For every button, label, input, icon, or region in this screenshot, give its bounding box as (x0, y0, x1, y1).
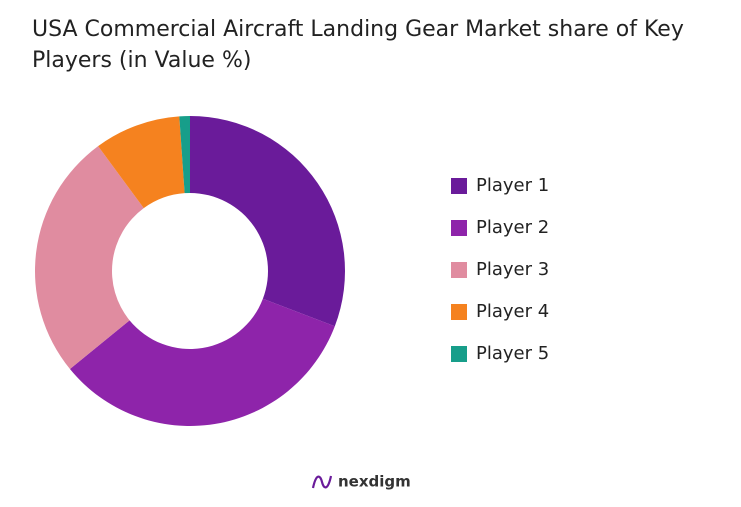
legend-swatch (451, 178, 467, 194)
logo-icon (311, 475, 333, 489)
chart-title: USA Commercial Aircraft Landing Gear Mar… (32, 17, 684, 73)
slice (35, 146, 144, 370)
legend-swatch (451, 346, 467, 362)
legend-swatch (451, 304, 467, 320)
legend-label: Player 1 (476, 175, 549, 196)
logo: nexdigm (311, 473, 411, 491)
slice (190, 116, 345, 327)
brand-name: nexdigm (338, 473, 411, 491)
legend-swatch (451, 220, 467, 236)
slice (98, 116, 185, 209)
slice (69, 298, 335, 427)
legend-label: Player 2 (476, 217, 549, 238)
legend-label: Player 3 (476, 259, 549, 280)
slice (179, 116, 190, 194)
legend-swatch (451, 262, 467, 278)
legend-label: Player 5 (476, 343, 549, 364)
legend-label: Player 4 (476, 301, 549, 322)
